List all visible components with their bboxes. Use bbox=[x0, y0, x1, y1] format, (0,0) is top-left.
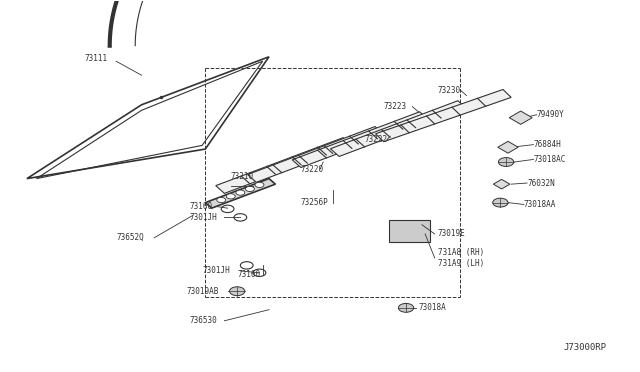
Text: 73230: 73230 bbox=[438, 86, 461, 94]
Polygon shape bbox=[493, 179, 510, 189]
Circle shape bbox=[493, 198, 508, 207]
Circle shape bbox=[230, 287, 245, 296]
Circle shape bbox=[236, 190, 245, 195]
Text: 7301JH: 7301JH bbox=[189, 213, 217, 222]
Text: 73019AB: 73019AB bbox=[186, 287, 218, 296]
Polygon shape bbox=[509, 111, 532, 124]
Polygon shape bbox=[248, 126, 384, 182]
FancyBboxPatch shape bbox=[389, 220, 429, 242]
Text: 73018A: 73018A bbox=[419, 303, 447, 312]
Polygon shape bbox=[498, 141, 518, 153]
Text: 7301JH: 7301JH bbox=[202, 266, 230, 275]
Text: 79490Y: 79490Y bbox=[537, 110, 564, 119]
Polygon shape bbox=[205, 179, 275, 208]
Text: 73160: 73160 bbox=[237, 270, 260, 279]
Text: 76032N: 76032N bbox=[527, 179, 555, 187]
Circle shape bbox=[217, 198, 226, 203]
Text: 73160: 73160 bbox=[189, 202, 212, 211]
Text: 73220: 73220 bbox=[301, 165, 324, 174]
Circle shape bbox=[227, 194, 236, 199]
Text: 73111: 73111 bbox=[84, 54, 108, 63]
Text: 73210: 73210 bbox=[231, 172, 254, 181]
Text: 76884H: 76884H bbox=[534, 140, 561, 149]
Text: 73019E: 73019E bbox=[438, 230, 466, 238]
Text: 73018AA: 73018AA bbox=[524, 200, 556, 209]
Text: 73018AC: 73018AC bbox=[534, 155, 566, 164]
Polygon shape bbox=[330, 101, 467, 157]
Text: 73256P: 73256P bbox=[301, 198, 328, 207]
Text: 731A8 (RH): 731A8 (RH) bbox=[438, 248, 484, 257]
Text: 736530: 736530 bbox=[189, 316, 217, 325]
Text: 731A9 (LH): 731A9 (LH) bbox=[438, 259, 484, 268]
Circle shape bbox=[246, 186, 254, 192]
Circle shape bbox=[499, 158, 514, 166]
Text: 73652Q: 73652Q bbox=[116, 233, 144, 242]
Text: 73222: 73222 bbox=[365, 135, 388, 144]
Polygon shape bbox=[376, 90, 511, 142]
Text: 73223: 73223 bbox=[384, 102, 407, 111]
Circle shape bbox=[255, 182, 264, 187]
Circle shape bbox=[398, 304, 413, 312]
Polygon shape bbox=[292, 112, 428, 167]
Polygon shape bbox=[216, 138, 352, 193]
Text: J73000RP: J73000RP bbox=[564, 343, 607, 352]
